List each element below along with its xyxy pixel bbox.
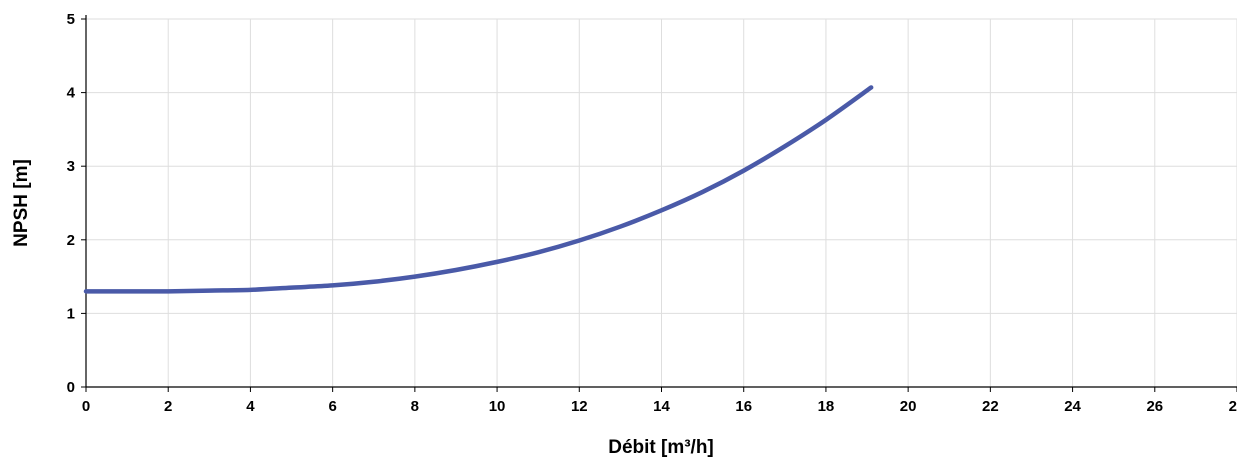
x-tick-label: 14 xyxy=(653,398,670,415)
x-axis-title: Débit [m³/h] xyxy=(608,437,714,458)
y-tick-label: 0 xyxy=(67,379,75,396)
x-tick-label: 8 xyxy=(411,398,419,415)
x-tick-label: 16 xyxy=(735,398,752,415)
x-tick-label: 18 xyxy=(818,398,835,415)
x-tick-label: 12 xyxy=(571,398,588,415)
y-tick-label: 4 xyxy=(67,85,76,102)
y-axis-title: NPSH [m] xyxy=(11,159,32,247)
x-tick-label: 22 xyxy=(982,398,999,415)
y-tick-label: 3 xyxy=(67,158,75,175)
npsh-series-line xyxy=(83,85,874,294)
y-tick-label: 5 xyxy=(67,11,75,28)
x-tick-label: 28 xyxy=(1229,398,1237,415)
y-tick-label: 2 xyxy=(67,232,75,249)
x-tick-label: 6 xyxy=(328,398,336,415)
x-tick-label: 10 xyxy=(489,398,506,415)
y-tick-label: 1 xyxy=(67,305,75,322)
series-layer xyxy=(83,85,874,294)
y-axis-ticks: 0 1 2 3 4 5 xyxy=(67,11,86,396)
x-tick-label: 24 xyxy=(1064,398,1081,415)
x-axis-ticks: 0246810121416182022242628 xyxy=(82,387,1237,415)
x-tick-label: 26 xyxy=(1146,398,1163,415)
grid-lines xyxy=(86,18,1237,387)
x-tick-label: 20 xyxy=(900,398,917,415)
x-tick-label: 2 xyxy=(164,398,172,415)
x-tick-label: 0 xyxy=(82,398,90,415)
x-tick-label: 4 xyxy=(246,398,255,415)
